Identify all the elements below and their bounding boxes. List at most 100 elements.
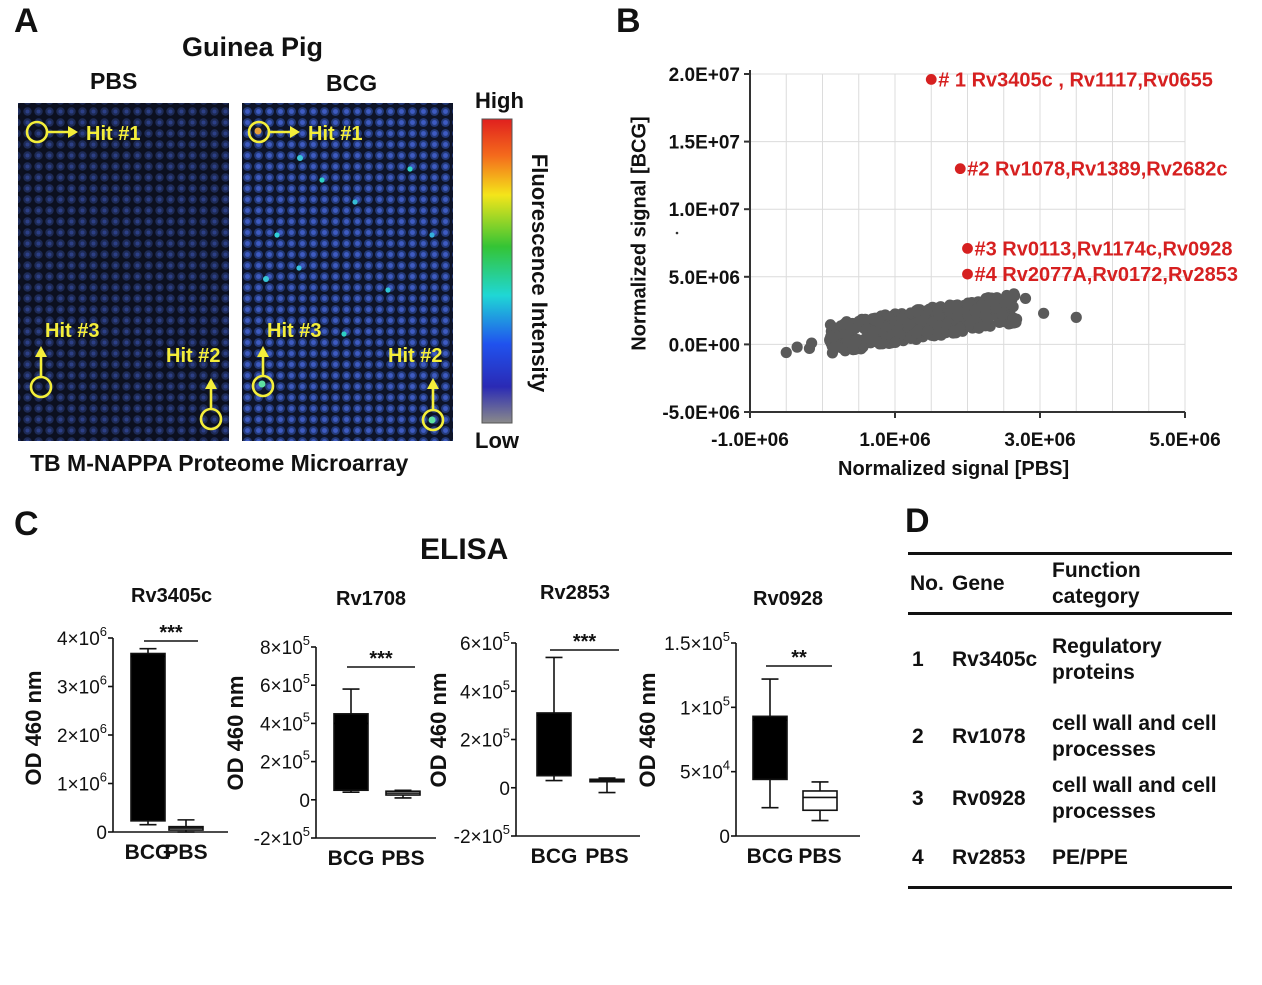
header-function-line1: Function — [1052, 558, 1141, 582]
box-chart-rv1708: -2×105 0 2×105 4×105 6×105 8×105 BCG PBS *** — [254, 633, 436, 870]
header-function: Function category — [1052, 554, 1232, 614]
box-category-label: PBS — [798, 845, 841, 868]
table-row: 2 Rv1078 cell wall and cell processes — [908, 706, 1232, 768]
header-gene: Gene — [952, 571, 1005, 595]
row-function: cell wall and cell processes — [1052, 706, 1232, 768]
scatter-points — [675, 231, 1082, 359]
scatter-y-tick-label: -5.0E+06 — [662, 403, 740, 424]
row-gene: Rv1078 — [952, 724, 1026, 748]
header-function-line2: category — [1052, 584, 1140, 608]
scatter-point — [1070, 311, 1082, 323]
scale-title: Fluorescence Intensity — [527, 153, 552, 393]
box-y-tick-label: 3×106 — [57, 673, 107, 699]
row-gene: Rv0928 — [952, 786, 1026, 810]
scatter-highlight-point — [962, 243, 973, 254]
panel-c-letter: C — [14, 505, 39, 543]
row-function-line1: PE/PPE — [1052, 845, 1128, 869]
panel-a-title: Guinea Pig — [182, 32, 324, 62]
scatter-y-tick-label: 1.0E+07 — [669, 200, 740, 221]
table-header-row: No. Gene Function category — [908, 553, 1232, 614]
bcg-bright-spots — [254, 127, 436, 424]
box-y-tick-label: 0 — [499, 779, 510, 800]
scatter-highlight-point — [954, 163, 966, 175]
box-category-label: PBS — [164, 841, 207, 864]
scatter-axes: 2.0E+07 1.5E+07 1.0E+07 5.0E+06 0.0E+00 -5.0E… — [662, 65, 1220, 451]
row-function: Regulatory proteins — [1052, 614, 1232, 706]
row-gene: Rv3405c — [952, 648, 1038, 672]
scatter-point — [806, 337, 818, 349]
fluorescence-scale-bar — [481, 118, 513, 424]
pbs-hit-2-marker: Hit #2 — [166, 345, 223, 431]
scale-high-label: High — [475, 88, 524, 113]
pbs-array-label: PBS — [90, 68, 138, 94]
row-no: 4 — [912, 845, 924, 869]
box4-title: Rv0928 — [753, 588, 824, 610]
pbs-hit-3-label: Hit #3 — [45, 320, 99, 342]
row-function-line2: proteins — [1052, 661, 1135, 685]
scatter-point — [973, 322, 985, 334]
bcg-hit-3-label: Hit #3 — [267, 320, 321, 342]
scatter-point — [926, 316, 938, 328]
scatter-point — [1038, 307, 1050, 319]
scatter-y-tick-label: 1.5E+07 — [669, 133, 740, 154]
scatter-y-tick-label: 5.0E+06 — [669, 268, 740, 289]
scatter-point — [969, 305, 981, 317]
scatter-highlight-point — [925, 74, 937, 85]
box-y-tick-label: 2×105 — [260, 748, 310, 774]
gene-table: No. Gene Function category 1 Rv3405c Reg… — [908, 552, 1232, 889]
table-row: 4 Rv2853 PE/PPE — [908, 830, 1232, 888]
box-chart-rv0928: 0 5×104 1×105 1.5×105 BCG PBS ** — [664, 629, 860, 868]
scatter-highlight-label: #4 Rv2077A,Rv0172,Rv2853 — [975, 264, 1239, 286]
box-category-label: PBS — [585, 845, 628, 868]
panel-c-title: ELISA — [420, 533, 509, 566]
box2-title: Rv1708 — [336, 588, 407, 610]
row-no: 1 — [912, 648, 924, 672]
scatter-grid — [750, 73, 1186, 412]
box-body — [802, 790, 838, 812]
box-category-label: BCG — [531, 845, 578, 868]
panel-a-caption: TB M-NAPPA Proteome Microarray — [30, 450, 409, 476]
scatter-xlabel: Normalized signal [PBS] — [838, 458, 1070, 480]
box-y-tick-label: 1×106 — [57, 770, 107, 796]
pbs-array-spots — [18, 103, 229, 441]
scatter-point — [930, 325, 943, 337]
pbs-hit-1-label: Hit #1 — [86, 123, 140, 145]
scatter-point — [867, 325, 879, 338]
scatter-point — [791, 341, 803, 353]
scatter-highlight-label: #2 Rv1078,Rv1389,Rv2682c — [967, 159, 1227, 181]
scatter-point — [850, 336, 862, 348]
box-chart-rv2853: -2×105 0 2×105 4×105 6×105 BCG PBS *** — [454, 629, 640, 868]
row-function-line1: cell wall and cell — [1052, 773, 1217, 797]
table-row: 3 Rv0928 cell wall and cell processes — [908, 768, 1232, 830]
box-y-tick-label: 4×105 — [260, 709, 310, 735]
box-category-label: PBS — [381, 847, 424, 870]
scatter-plot: 2.0E+07 1.5E+07 1.0E+07 5.0E+06 0.0E+00 -5.0E… — [662, 65, 1239, 451]
box-y-tick-label: 1×105 — [680, 693, 730, 719]
scatter-point — [910, 327, 922, 339]
scatter-point — [838, 318, 850, 330]
scatter-x-tick-label: 1.0E+06 — [859, 430, 930, 451]
bcg-hit-2-label: Hit #2 — [388, 345, 442, 367]
box-y-tick-label: 5×104 — [680, 758, 730, 784]
bcg-hit-3-marker: Hit #3 — [251, 320, 321, 398]
scatter-highlight-point — [962, 268, 973, 280]
box-category-label: BCG — [747, 845, 794, 868]
bcg-array-spots — [242, 103, 453, 441]
box-y-tick-label: 4×106 — [57, 624, 107, 650]
box-y-tick-label: 0 — [96, 823, 107, 844]
bcg-hit-1-label: Hit #1 — [308, 123, 362, 145]
scatter-point — [931, 302, 944, 314]
scatter-point — [825, 331, 837, 343]
box-y-tick-label: 8×105 — [260, 633, 310, 659]
table-row: 1 Rv3405c Regulatory proteins — [908, 614, 1232, 706]
scatter-point — [829, 341, 841, 353]
scatter-point — [1009, 290, 1021, 302]
scatter-y-tick-label: 2.0E+07 — [669, 65, 740, 86]
scatter-y-tick-label: 0.0E+00 — [669, 335, 740, 356]
box-body — [536, 712, 572, 777]
box-y-tick-label: -2×105 — [254, 824, 310, 850]
bcg-hit-2-marker: Hit #2 — [388, 345, 445, 432]
row-no: 2 — [912, 724, 924, 748]
